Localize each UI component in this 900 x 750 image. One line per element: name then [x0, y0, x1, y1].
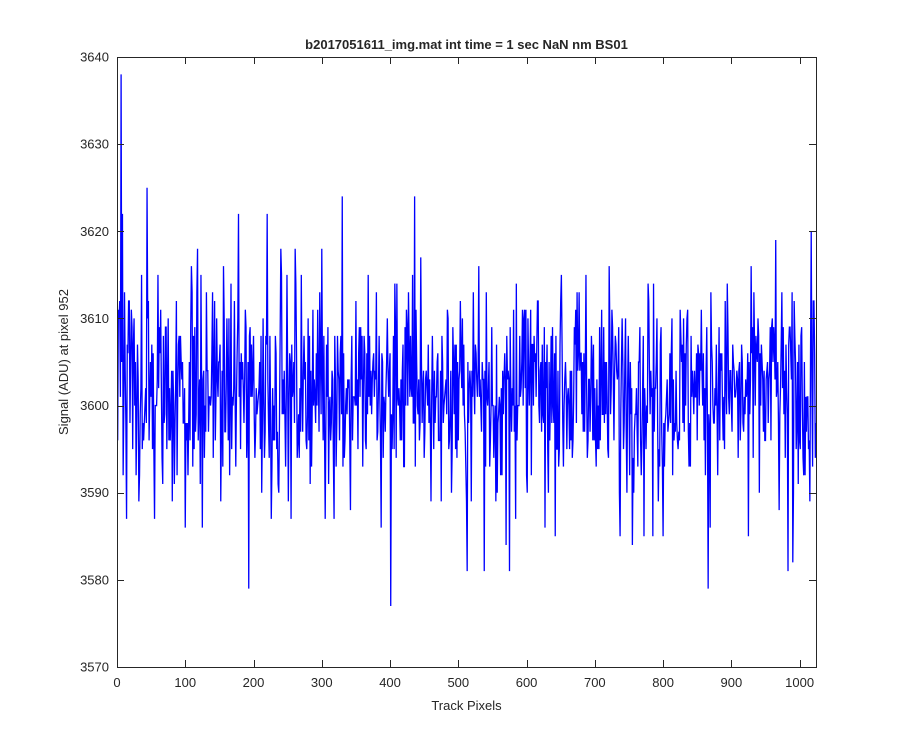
x-tick-label: 400: [379, 675, 401, 690]
x-tick-label: 800: [652, 675, 674, 690]
y-axis-ticks: 3570 3580 3590 3600 3610 3620 3630 3640: [80, 50, 816, 675]
y-tick-label: 3620: [80, 224, 109, 239]
data-series: [117, 74, 817, 607]
x-tick-label: 200: [243, 675, 265, 690]
y-tick-label: 3640: [80, 50, 109, 65]
y-tick-label: 3610: [80, 311, 109, 326]
x-axis-label: Track Pixels: [431, 698, 502, 713]
x-tick-label: 500: [447, 675, 469, 690]
x-tick-label: 0: [113, 675, 120, 690]
series-line: [117, 74, 817, 607]
y-tick-label: 3600: [80, 398, 109, 413]
x-tick-label: 600: [516, 675, 538, 690]
x-tick-label: 700: [584, 675, 606, 690]
y-tick-label: 3570: [80, 660, 109, 675]
y-tick-label: 3630: [80, 137, 109, 152]
axes-box: [117, 57, 817, 668]
y-tick-label: 3590: [80, 485, 109, 500]
x-tick-label: 1000: [785, 675, 814, 690]
y-axis-label: Signal (ADU) at pixel 952: [56, 289, 71, 435]
x-tick-label: 300: [311, 675, 333, 690]
y-tick-label: 3580: [80, 572, 109, 587]
x-tick-label: 100: [174, 675, 196, 690]
x-axis-ticks: 0 100 200 300 400 500 600 700 800 900 1000: [113, 57, 814, 690]
x-tick-label: 900: [721, 675, 743, 690]
chart-title: b2017051611_img.mat int time = 1 sec NaN…: [305, 37, 628, 52]
